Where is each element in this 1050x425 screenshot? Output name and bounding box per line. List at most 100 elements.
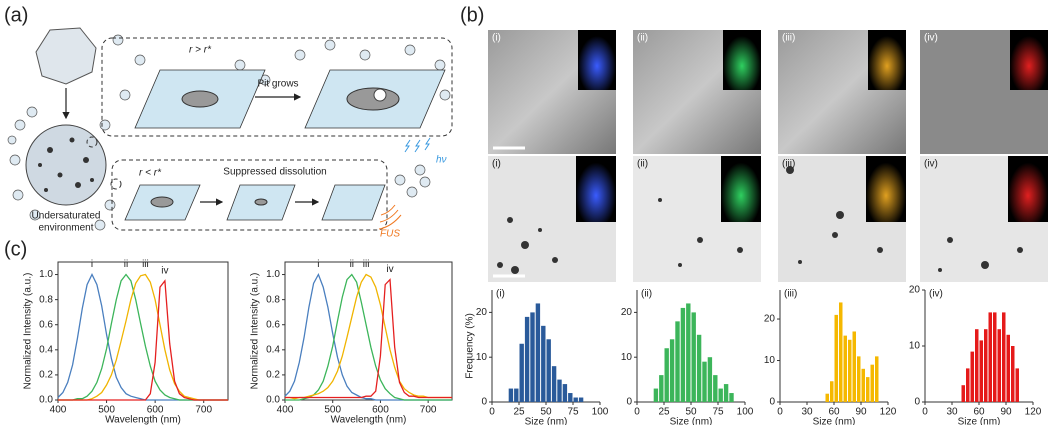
y-tick-label: 0 [769,397,775,408]
y-tick-label: 10 [909,341,921,352]
bar [875,356,879,402]
panel-label: (b) [460,4,484,26]
panel-a: (a) r > r* Pit grows r < r* Suppressed d… [4,4,453,240]
x-axis-label: Size (nm) [813,417,856,425]
x-tick-label: 100 [592,407,609,418]
bar [975,329,979,402]
y-tick-label: 10 [476,352,488,363]
bar [546,339,551,402]
bar [979,340,983,402]
y-tick-label: 1.0 [39,269,53,280]
molecule [373,88,387,102]
y-tick-label: 0.6 [266,319,280,330]
y-tick-label: 20 [764,314,776,325]
bar [707,357,713,402]
y-tick-label: 0.2 [266,370,280,381]
bar [530,312,535,402]
chart-label: (i) [496,289,505,300]
x-tick-label: 0 [922,407,928,418]
bar [669,339,675,402]
vial-inset [576,156,616,222]
x-tick-label: 30 [946,407,958,418]
zoom [110,178,122,190]
peak-label: iii [142,259,149,270]
peak-label: i [317,259,319,270]
pit [150,196,174,208]
vial-inset [578,30,616,90]
step-label: Pit grows [257,79,298,90]
x-tick-label: 500 [324,405,341,416]
bar [508,388,514,402]
y-tick-label: 10 [621,352,633,363]
x-tick-label: 75 [567,407,579,418]
condition: r > r* [189,45,212,56]
bar [970,351,974,402]
x-axis-label: Wavelength (nm) [105,415,181,425]
y-tick-label: 0.2 [39,370,53,381]
bar [834,314,838,402]
vial-inset [723,30,761,90]
x-tick-label: 90 [1000,407,1012,418]
bar [861,368,865,402]
x-tick-label: 25 [513,407,525,418]
x-axis-label: Size (nm) [525,417,568,425]
x-tick-label: 75 [712,407,724,418]
bar [557,379,562,402]
vial-inset [721,156,761,222]
y-tick-label: 0.0 [266,395,280,406]
image-label: (i) [492,159,501,170]
bar [997,329,1001,402]
bar [870,364,874,402]
y-axis-label: Normalized Intensity (a.u.) [250,273,261,390]
y-tick-label: 0.8 [266,294,280,305]
bar [830,381,834,402]
vial-inset [866,156,906,222]
dashed-box [111,159,388,231]
y-tick-label: 0.6 [39,319,53,330]
plot-frame [284,261,453,401]
x-tick-label: 100 [737,407,754,418]
x-tick-label: 90 [855,407,867,418]
bar [1011,346,1015,402]
bar [866,377,870,402]
bar [713,375,718,402]
x-axis-label: Size (nm) [670,417,713,425]
bar [966,368,970,402]
bar [675,321,680,402]
x-tick-label: 500 [98,405,115,416]
bar [659,375,664,402]
x-tick-label: 60 [973,407,985,418]
bar [702,361,707,402]
bar [852,331,856,402]
pit [181,90,219,108]
particle [25,124,107,206]
bar [653,388,659,402]
peak-label: ii [350,259,354,270]
x-tick-label: 120 [1025,407,1042,418]
bar [562,384,568,402]
light-label: hν [436,155,447,166]
image-label: (iii) [782,159,795,170]
bar [961,385,965,402]
x-tick-label: 60 [828,407,840,418]
bar [848,339,852,402]
y-tick-label: 10 [764,355,776,366]
pit [254,198,268,206]
x-tick-label: 700 [420,405,437,416]
bar [568,393,573,402]
bar [696,334,702,402]
y-tick-label: 20 [476,307,488,318]
zoom [86,136,98,148]
particles [497,166,1023,274]
pit [346,87,400,111]
ultrasound-icon [378,204,402,230]
image-label: (iv) [924,159,938,170]
y-tick-label: 0 [914,397,920,408]
light-icon [404,137,431,153]
y-tick-label: 0.8 [39,294,53,305]
y-tick-label: 1.0 [266,269,280,280]
peak-label: iv [161,265,168,276]
bar [514,388,519,402]
condition: r < r* [139,168,162,179]
bar [691,312,696,402]
